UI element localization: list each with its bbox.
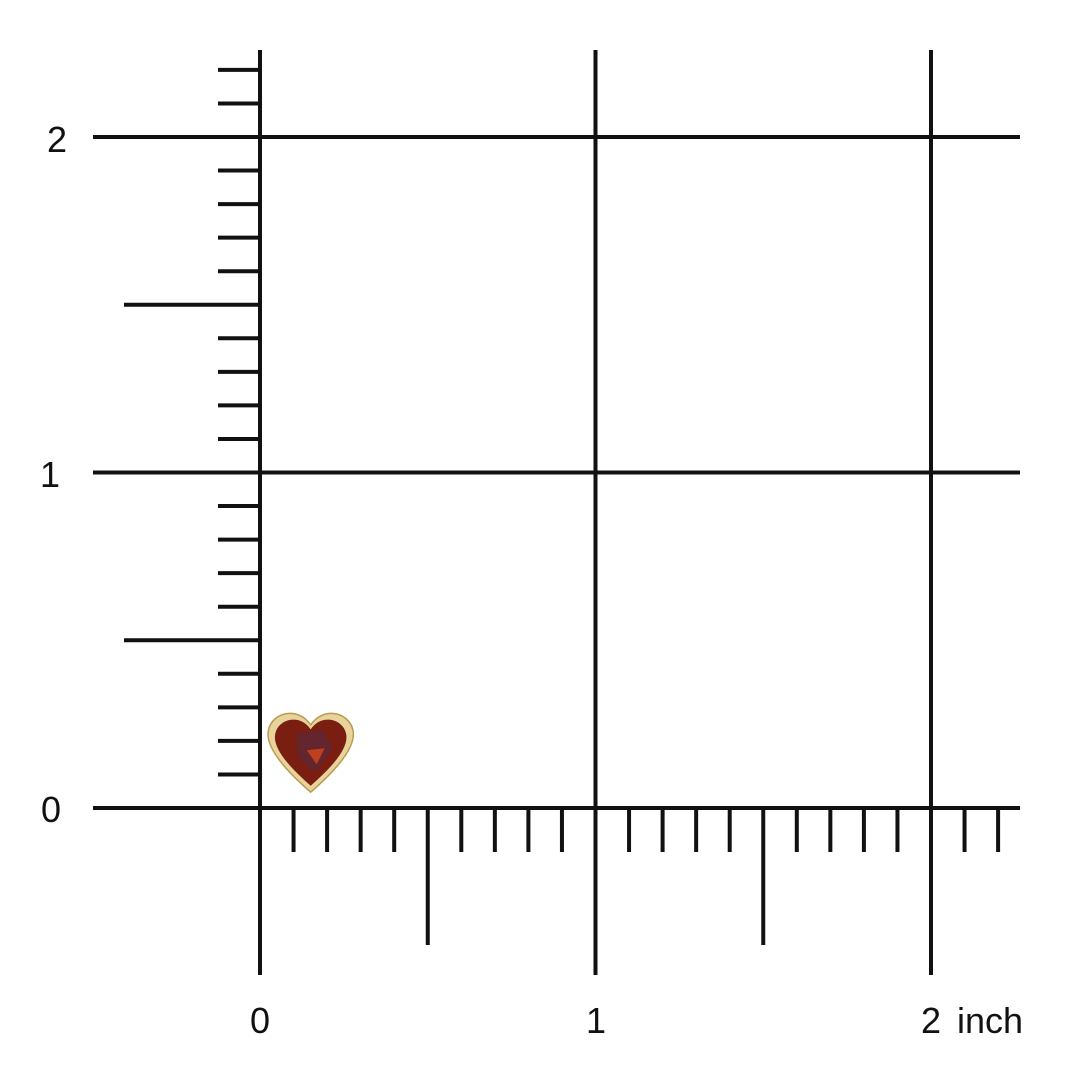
y-label-2: 2 — [47, 119, 68, 160]
stone-highlight — [306, 748, 325, 765]
heart-gem-earring — [267, 712, 355, 794]
y-label-1: 1 — [40, 454, 61, 495]
x-label-1: 1 — [586, 1000, 607, 1041]
x-label-2-inch: 2 inch — [921, 1000, 1024, 1041]
x-label-0: 0 — [250, 1000, 271, 1041]
y-label-0: 0 — [41, 789, 62, 830]
